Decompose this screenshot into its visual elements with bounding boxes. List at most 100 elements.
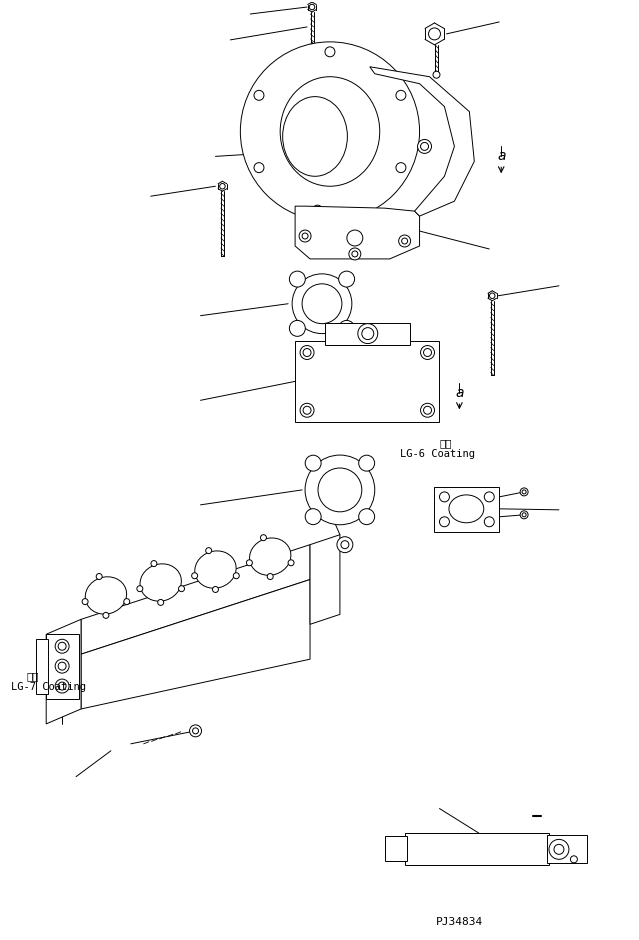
Bar (295, 340, 440, 422)
Text: a: a (497, 149, 505, 164)
Circle shape (192, 572, 197, 579)
Circle shape (303, 406, 311, 415)
Ellipse shape (140, 564, 181, 602)
Circle shape (489, 293, 495, 299)
Ellipse shape (145, 569, 176, 597)
Circle shape (58, 642, 66, 650)
Text: 塗布: 塗布 (440, 438, 452, 448)
Circle shape (417, 139, 431, 153)
Text: PJ34834: PJ34834 (436, 917, 483, 927)
Bar (547, 836, 587, 863)
Circle shape (151, 560, 157, 567)
Circle shape (396, 90, 406, 101)
Circle shape (206, 548, 212, 554)
Circle shape (402, 238, 408, 244)
Ellipse shape (449, 494, 484, 523)
Circle shape (347, 230, 363, 246)
Circle shape (358, 455, 374, 471)
Circle shape (429, 28, 440, 39)
Circle shape (289, 271, 305, 287)
Circle shape (190, 725, 201, 737)
Circle shape (254, 163, 264, 173)
Bar (325, 322, 410, 345)
Circle shape (58, 682, 66, 690)
Circle shape (233, 572, 239, 579)
Circle shape (254, 90, 264, 101)
Circle shape (349, 248, 361, 260)
Ellipse shape (254, 542, 286, 571)
Circle shape (309, 5, 315, 9)
Circle shape (339, 321, 355, 337)
Circle shape (420, 143, 429, 150)
Circle shape (318, 468, 362, 511)
Polygon shape (295, 206, 420, 259)
Circle shape (571, 855, 578, 863)
Circle shape (362, 328, 374, 339)
Circle shape (158, 600, 164, 605)
Circle shape (124, 599, 130, 604)
Ellipse shape (282, 97, 348, 177)
Circle shape (220, 183, 225, 189)
Polygon shape (81, 580, 310, 709)
Polygon shape (81, 544, 310, 654)
Circle shape (358, 323, 378, 343)
Circle shape (55, 679, 69, 693)
Circle shape (433, 71, 440, 78)
Circle shape (82, 599, 88, 604)
Circle shape (554, 844, 564, 854)
Circle shape (299, 230, 311, 242)
Ellipse shape (280, 77, 380, 186)
Ellipse shape (195, 551, 236, 588)
Circle shape (289, 321, 305, 337)
Bar (46, 634, 79, 699)
Circle shape (178, 586, 185, 591)
Circle shape (352, 251, 358, 257)
Circle shape (303, 349, 311, 356)
Circle shape (305, 509, 321, 525)
Circle shape (247, 560, 252, 566)
Circle shape (440, 492, 449, 502)
Polygon shape (310, 535, 340, 624)
Circle shape (55, 639, 69, 653)
Circle shape (337, 537, 353, 553)
Circle shape (424, 349, 431, 356)
Circle shape (240, 42, 420, 221)
Text: LG-6 Coating: LG-6 Coating (399, 449, 475, 459)
Ellipse shape (200, 556, 231, 584)
Circle shape (58, 662, 66, 670)
Ellipse shape (90, 581, 121, 610)
Circle shape (292, 274, 352, 334)
Ellipse shape (85, 577, 127, 614)
Circle shape (300, 346, 314, 359)
Circle shape (305, 455, 374, 525)
Circle shape (212, 587, 219, 592)
Circle shape (549, 839, 569, 859)
Circle shape (399, 235, 411, 247)
Circle shape (522, 513, 526, 517)
Circle shape (440, 517, 449, 526)
Circle shape (522, 490, 526, 494)
Circle shape (55, 659, 69, 673)
Circle shape (341, 540, 349, 549)
Circle shape (312, 205, 323, 215)
Circle shape (484, 517, 494, 526)
Circle shape (305, 455, 321, 471)
Text: LG-7 Coating: LG-7 Coating (12, 682, 86, 692)
Circle shape (96, 573, 102, 579)
Bar (435, 487, 499, 532)
Text: a: a (455, 386, 464, 400)
Circle shape (325, 47, 335, 56)
Circle shape (396, 163, 406, 173)
Circle shape (420, 403, 435, 417)
Circle shape (300, 403, 314, 417)
Circle shape (192, 728, 199, 734)
Circle shape (302, 233, 308, 239)
Circle shape (520, 510, 528, 519)
Circle shape (520, 488, 528, 496)
Circle shape (420, 346, 435, 359)
Polygon shape (370, 67, 474, 216)
Circle shape (424, 406, 431, 415)
Circle shape (484, 492, 494, 502)
Polygon shape (46, 619, 81, 724)
Circle shape (103, 612, 109, 619)
